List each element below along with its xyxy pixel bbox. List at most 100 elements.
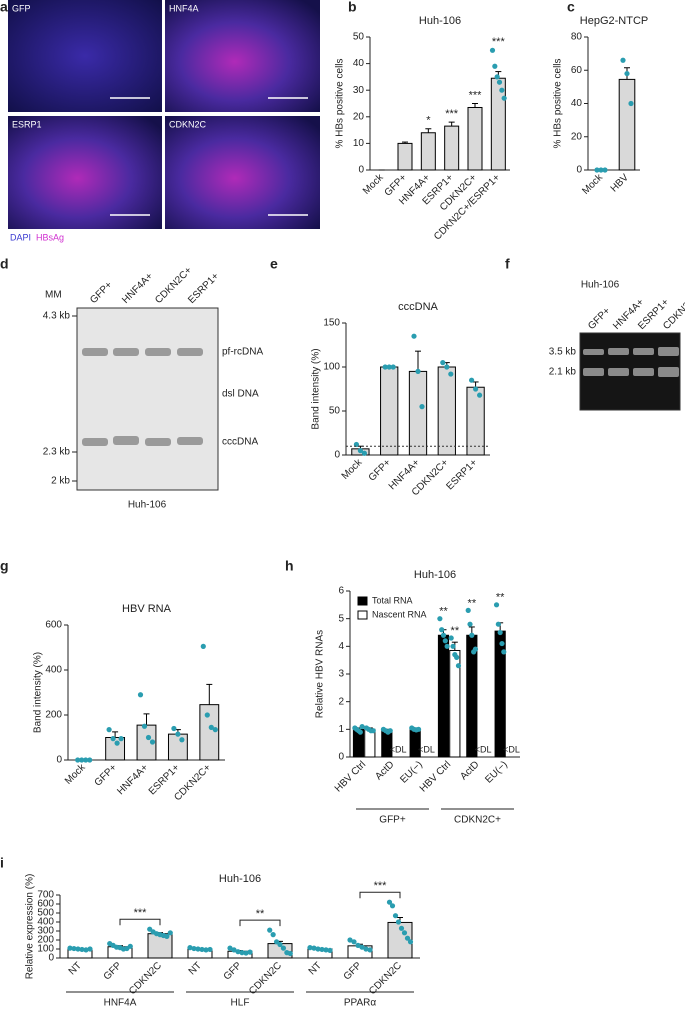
data-point (382, 364, 388, 370)
data-point (280, 945, 287, 951)
y-tick-label: 50 (353, 32, 365, 43)
lane-label: CDKN2C+ (661, 291, 685, 332)
band-label: pf-rcDNA (222, 347, 263, 358)
y-axis-label: Relative HBV RNAs (315, 630, 326, 718)
data-point (467, 621, 473, 627)
x-tick-label: EU(−) (483, 759, 509, 785)
y-tick-label: 10 (353, 138, 365, 149)
data-point (83, 757, 89, 763)
lane-label: HNF4A+ (120, 271, 155, 306)
micrograph (8, 0, 162, 112)
chart-title: cccDNA (398, 301, 438, 313)
chart-title: HepG2-NTCP (580, 15, 648, 27)
data-point (355, 942, 361, 949)
significance: *** (445, 108, 459, 120)
bracket (359, 891, 401, 899)
x-tick-label: HBV (609, 172, 632, 195)
x-tick-label: GFP+ (367, 457, 394, 484)
lane-label: ESRP1+ (186, 271, 221, 306)
y-tick-label: 0 (334, 450, 340, 461)
bar (408, 370, 428, 456)
data-point (473, 386, 479, 392)
data-point (307, 945, 313, 951)
data-point (287, 950, 293, 957)
data-point (171, 725, 177, 732)
data-point (106, 727, 112, 733)
y-tick-label: 200 (45, 710, 62, 721)
data-point (415, 726, 422, 732)
data-point (387, 728, 393, 734)
data-point (357, 448, 363, 454)
data-point (127, 943, 133, 949)
x-tick-label: Mock (361, 172, 386, 197)
data-point (501, 95, 507, 101)
data-point (437, 616, 443, 622)
chart-title: Huh-106 (414, 569, 456, 581)
data-point (489, 47, 496, 53)
bar (437, 634, 450, 758)
y-tick-label: 30 (353, 85, 365, 96)
panel-letter: g (0, 558, 9, 574)
data-point (359, 944, 365, 950)
data-point (351, 939, 357, 945)
bar (397, 142, 413, 171)
y-axis-label: % HBs positive cells (553, 58, 564, 148)
data-point (247, 949, 253, 955)
panel-letter: h (285, 558, 294, 574)
significance: ** (496, 592, 505, 604)
y-tick-label: 600 (37, 899, 54, 910)
y-tick-label: 5 (338, 613, 344, 624)
data-point (465, 607, 471, 613)
data-point (620, 57, 626, 63)
y-tick-label: 60 (571, 65, 583, 76)
image-label: CDKN2C (169, 119, 207, 129)
group-label: GFP+ (379, 815, 406, 826)
y-tick-label: 0 (56, 755, 62, 766)
bar (444, 125, 460, 171)
stain-label: DAPI (10, 232, 31, 242)
panel-letter: b (348, 0, 357, 15)
value-label: <DL (503, 744, 520, 754)
data-point (594, 167, 600, 173)
data-point (243, 950, 249, 956)
data-point (407, 939, 414, 945)
data-point (270, 932, 276, 938)
data-point (227, 945, 233, 951)
group-label: PPARα (344, 998, 376, 1009)
y-tick-label: 500 (37, 908, 54, 919)
data-point (492, 63, 498, 69)
y-tick-label: 700 (37, 890, 54, 901)
data-point (149, 739, 156, 745)
bar (199, 704, 220, 761)
data-point (79, 946, 85, 953)
bar (420, 132, 436, 171)
data-point (267, 927, 273, 933)
micrograph (8, 116, 162, 229)
stain-label: HBsAg (36, 232, 64, 242)
data-point (493, 602, 500, 608)
data-point (199, 946, 205, 953)
data-point (323, 947, 329, 953)
data-point (212, 727, 218, 733)
x-tick-label: Mock (580, 172, 605, 197)
x-tick-label: NT (187, 960, 204, 977)
bracket (239, 919, 281, 927)
y-tick-label: 2 (338, 696, 344, 707)
data-point (208, 724, 214, 730)
significance: ** (439, 606, 448, 618)
panel-letter: c (567, 0, 575, 15)
bar (618, 78, 636, 171)
significance: *** (134, 907, 148, 919)
group-label: CDKN2C+ (454, 815, 501, 826)
gel (76, 307, 219, 491)
data-point (497, 629, 503, 636)
y-tick-label: 40 (571, 98, 583, 109)
bar (167, 733, 188, 761)
y-tick-label: 80 (571, 32, 583, 43)
micrograph (165, 116, 320, 229)
image-label: HNF4A (169, 3, 199, 13)
data-point (359, 723, 365, 730)
data-point (404, 935, 411, 941)
band-label: cccDNA (222, 437, 258, 448)
panel-letter: d (0, 256, 9, 272)
